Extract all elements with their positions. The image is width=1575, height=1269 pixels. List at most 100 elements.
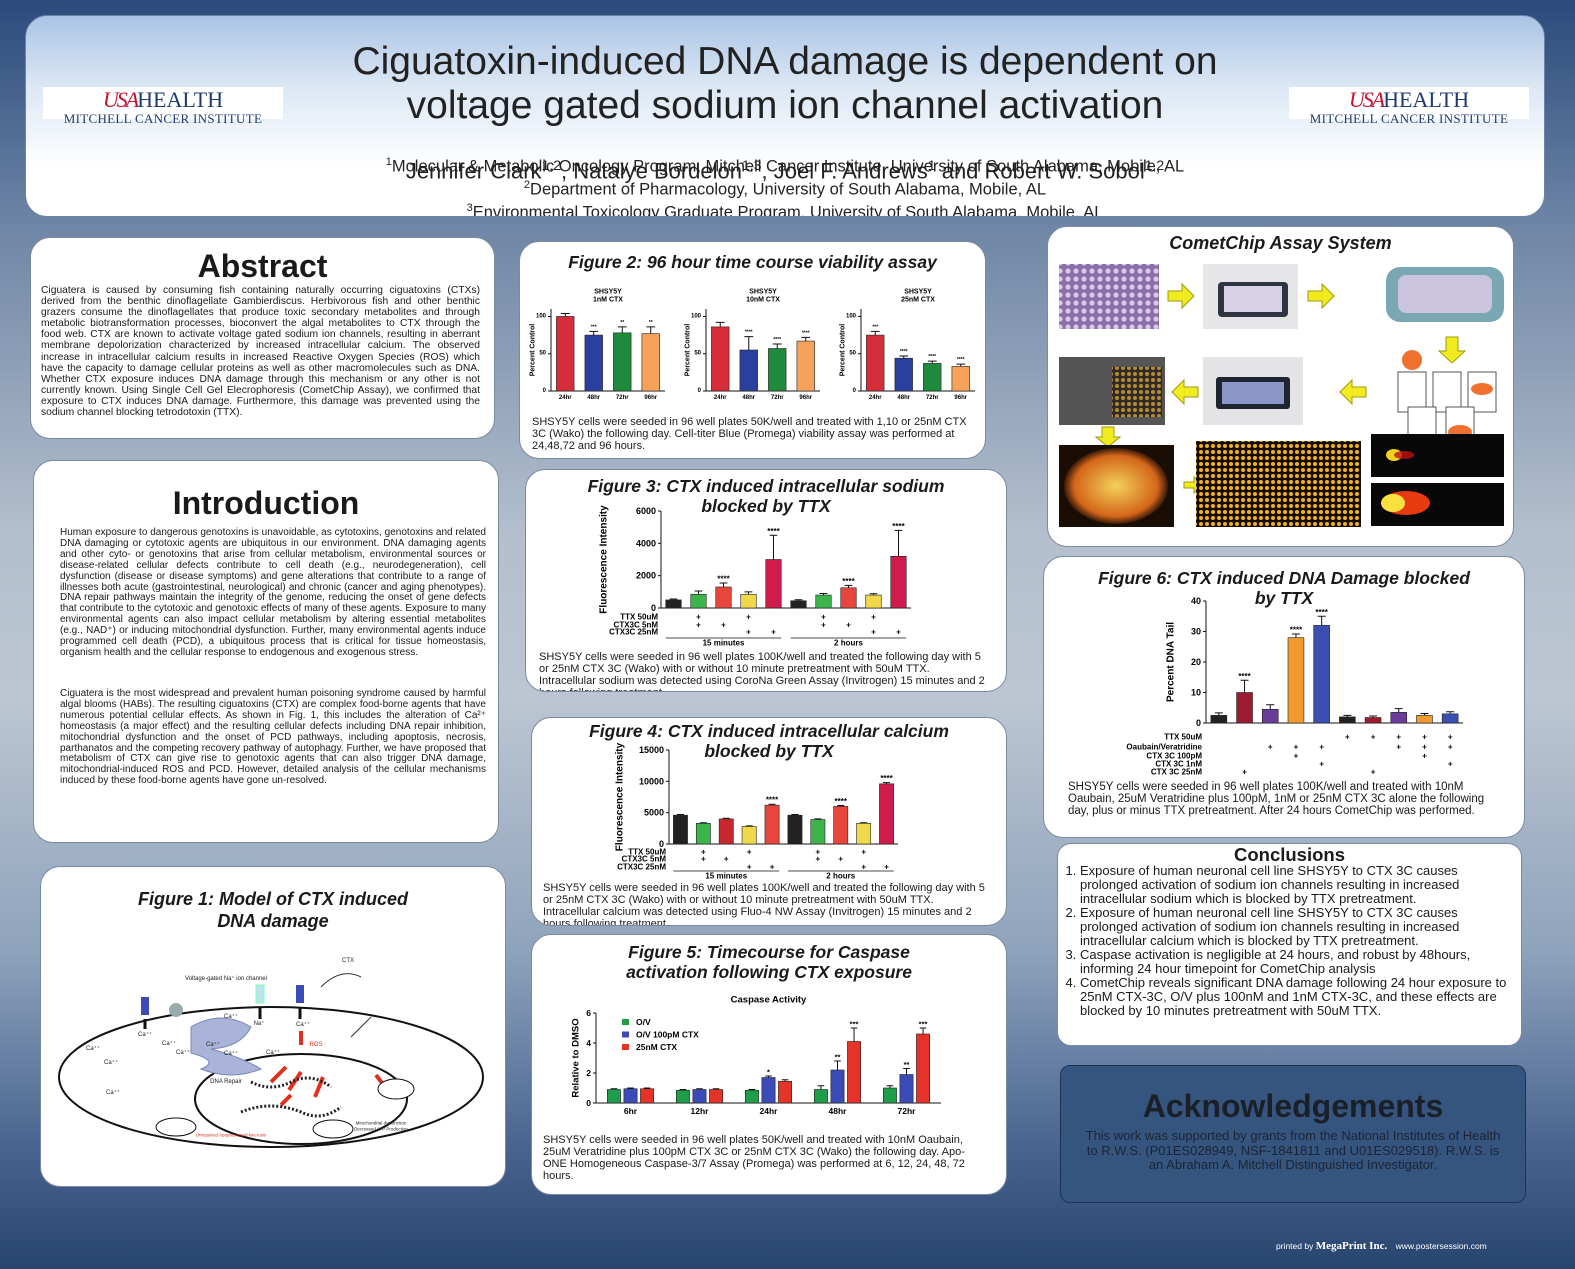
bar: [890, 555, 907, 609]
treatment-mark: +: [701, 855, 706, 864]
y-tick-label: 15000: [639, 745, 664, 755]
logo-name: HEALTH: [137, 87, 224, 112]
image: [1064, 448, 1168, 524]
bar: [1416, 715, 1433, 724]
treatment-mark: +: [861, 863, 866, 872]
significance: ****: [717, 574, 730, 583]
error-bar: [1394, 708, 1403, 713]
figure-title: Figure 4: CTX induced intracellular calc…: [532, 721, 1006, 761]
intro-paragraph: Ciguatera is the most widespread and pre…: [60, 688, 486, 787]
bar: [790, 600, 807, 609]
treatment-mark: +: [1396, 733, 1401, 742]
significance: ****: [745, 330, 753, 336]
treatment-mark: +: [1319, 743, 1324, 752]
diagram-label: Decreased ATP Production: [354, 1127, 408, 1132]
significance: ****: [1315, 608, 1328, 617]
bar: [1313, 625, 1330, 724]
bar: [916, 1033, 930, 1104]
significance: ****: [1238, 672, 1251, 681]
bar: [1261, 708, 1279, 724]
error-bar: [1343, 714, 1352, 717]
chart: 0 10 20 30 40 Percent DNA Tail **** **** **** TTX…: [1126, 597, 1463, 777]
ack-panel: Acknowledgements This work was supported…: [1060, 1065, 1526, 1203]
y-tick-label: 40: [1191, 597, 1201, 606]
chart-title: SHSY5Y: [904, 289, 932, 296]
mitochondrion: [155, 1117, 197, 1137]
device: [1398, 275, 1492, 313]
treatment-label: CTX3C 25nM: [609, 628, 658, 637]
logo-subtitle: MITCHELL CANCER INSTITUTE: [1309, 111, 1509, 126]
treatment-mark: +: [696, 621, 701, 630]
title: Ciguatoxin-induced DNA damage is depende…: [26, 40, 1544, 128]
chart-title: SHSY5Y: [594, 289, 622, 296]
diagram-label: Ca⁺⁺: [224, 1050, 238, 1057]
x-tick-label: 48hr: [829, 1106, 848, 1116]
bar: [879, 783, 894, 845]
affil-text: Department of Pharmacology, University o…: [530, 180, 1047, 199]
significance: *: [767, 1068, 770, 1077]
conclusion: Exposure of human neuronal cell line SHS…: [1080, 864, 1515, 906]
treatment-mark: +: [746, 613, 751, 622]
y-tick-label: 5000: [644, 808, 664, 818]
header: USAHEALTH MITCHELL CANCER INSTITUTE USAH…: [25, 15, 1545, 217]
error-bar: [791, 814, 799, 816]
title-line: voltage gated sodium ion channel activat…: [406, 84, 1164, 127]
group-label: 15 minutes: [705, 872, 747, 881]
error-bar: [768, 803, 776, 806]
logo-mark: USA: [1348, 87, 1385, 112]
arrow: [143, 1007, 302, 1029]
x-tick-label: 96hr: [644, 395, 657, 401]
bar: [695, 823, 711, 845]
bar: [745, 1089, 759, 1104]
figure-title: CometChip Assay System: [1169, 233, 1392, 253]
significance: ****: [900, 349, 908, 355]
title-line: Figure 3: CTX induced intracellular sodi…: [587, 476, 945, 496]
figure-caption: SHSY5Y cells were seeded in 96 well plat…: [543, 882, 985, 926]
affil-text: Environmental Toxicology Graduate Progra…: [472, 203, 1104, 217]
significance: ***: [850, 1020, 859, 1029]
error-bar: [860, 822, 868, 824]
diagram-label: Ca⁺⁺: [106, 1089, 120, 1096]
author: Robert W. Sobol: [984, 158, 1145, 184]
error-bar: [719, 582, 728, 587]
treatment-mark: +: [1345, 733, 1350, 742]
treatment-mark: +: [1396, 743, 1401, 752]
significance: ***: [591, 324, 597, 330]
chart: 0 2000 4000 6000 Fluorescence Intensity **** *…: [599, 505, 911, 648]
treatment-label: CTX 3C 25nM: [1151, 768, 1202, 777]
title-line: Figure 1: Model of CTX induced: [138, 889, 408, 909]
figure6-panel: Figure 6: CTX induced DNA Damage blocked…: [1043, 556, 1525, 838]
x-tick-label: 24hr: [869, 395, 882, 401]
treatment-mark: +: [871, 613, 876, 622]
x-tick-label: 24hr: [559, 395, 572, 401]
channel: [296, 985, 304, 1003]
bar: [951, 366, 970, 392]
y-tick-label: 10000: [639, 776, 664, 786]
figure-caption: SHSY5Y cells were seeded in 96 well plat…: [1068, 781, 1485, 817]
x-tick-label: 96hr: [954, 395, 967, 401]
conclusion: Exposure of human neuronal cell line SHS…: [1080, 906, 1515, 948]
nucleus: [194, 1053, 408, 1145]
author-affil: 1,3: [742, 157, 762, 173]
device: [1222, 382, 1284, 404]
bar: [761, 1077, 776, 1104]
significance: ****: [773, 337, 781, 343]
treatment-mark: +: [696, 613, 701, 622]
treatment-mark: +: [1319, 760, 1324, 769]
bar: [556, 316, 575, 392]
circle: [1402, 350, 1422, 370]
y-tick-label: 2000: [636, 571, 656, 581]
printer: MegaPrint Inc.: [1315, 1240, 1388, 1252]
x-tick-label: 72hr: [898, 1106, 917, 1116]
diagram-label: Mitochondrial dysfunction: [356, 1121, 407, 1126]
treatment-mark: +: [821, 621, 826, 630]
y-tick-label: 50: [849, 351, 856, 357]
diagram-label: DNA Repair: [210, 1079, 242, 1085]
bar: [894, 357, 913, 392]
bar: [607, 1089, 621, 1104]
bar: [778, 1080, 792, 1104]
figure1-diagram: Voltage-gated Na⁺ ion channelCTXCa⁺⁺Ca⁺⁺…: [58, 958, 484, 1148]
bar: [814, 1089, 828, 1104]
legend-swatch: [622, 1019, 629, 1025]
